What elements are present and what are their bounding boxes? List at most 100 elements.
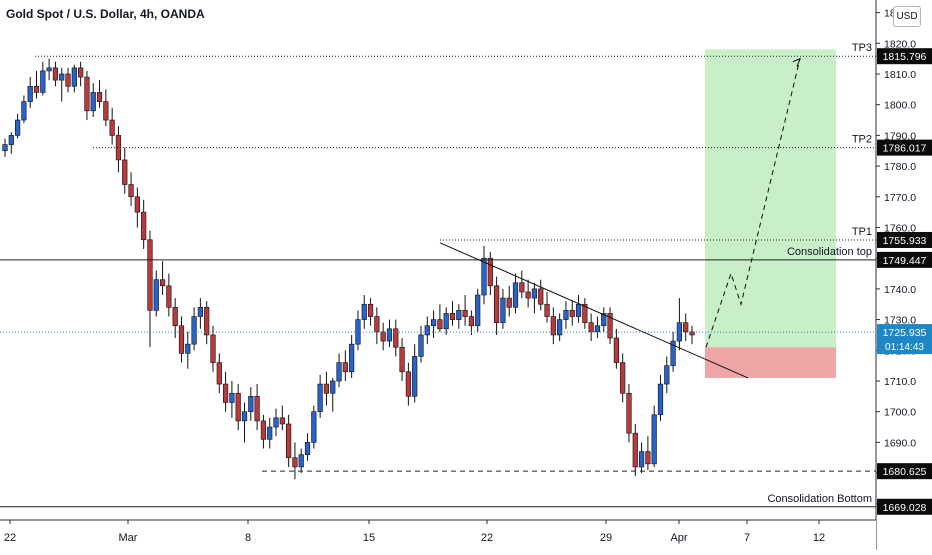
candle: [204, 301, 210, 345]
candle-body: [78, 67, 84, 78]
candle: [96, 80, 103, 108]
candle: [506, 285, 512, 317]
candle: [620, 353, 626, 403]
level-label: TP1: [852, 226, 872, 238]
candle-body: [71, 67, 77, 87]
current-price-label: 1725.935: [883, 327, 927, 339]
time-axis[interactable]: 22 Mar 8 15 22 29 Apr 7 12: [0, 519, 876, 550]
candle-body: [531, 288, 538, 299]
candle-body: [153, 279, 159, 311]
candle-body: [557, 319, 563, 336]
candle-body: [254, 396, 260, 422]
currency-button[interactable]: USD: [893, 6, 921, 27]
candle: [664, 356, 670, 394]
candle-body: [286, 423, 292, 459]
candle-body: [210, 334, 216, 363]
candle-body: [103, 101, 109, 121]
candle-body: [172, 307, 178, 327]
price-tick-label: 1700.0: [884, 407, 916, 419]
price-axis[interactable]: 1670.01680.01690.01700.01710.01720.01730…: [875, 0, 932, 550]
candle: [367, 298, 374, 326]
candle: [443, 307, 449, 335]
candle: [374, 307, 380, 345]
candle: [27, 77, 33, 108]
price-tag-label: 1669.028: [883, 502, 927, 514]
candle: [90, 83, 96, 117]
candle: [544, 291, 550, 323]
candle: [538, 279, 544, 311]
candle: [8, 132, 14, 154]
candle: [613, 328, 619, 369]
candle-body: [380, 331, 386, 342]
projection-path: [705, 58, 801, 348]
candle: [399, 338, 405, 381]
candle-body: [645, 451, 651, 465]
candle-body: [449, 313, 456, 320]
candle: [191, 307, 197, 351]
candle-body: [393, 328, 399, 348]
candle: [134, 187, 140, 228]
candle: [323, 371, 330, 406]
candle: [273, 408, 279, 437]
candle: [109, 107, 115, 145]
candle: [15, 113, 21, 139]
candle: [651, 405, 657, 467]
candle-body: [632, 432, 638, 468]
candle: [468, 310, 475, 335]
current-price-tag: [877, 324, 932, 355]
profit-zone: [705, 49, 836, 348]
price-tag-label: 1680.625: [883, 466, 927, 478]
candle-body: [222, 383, 229, 403]
candle-body: [386, 328, 393, 342]
candle: [670, 331, 676, 372]
candle: [462, 295, 468, 326]
candle: [437, 304, 443, 332]
candle-body: [27, 85, 33, 102]
candle-body: [361, 303, 367, 320]
price-tag: [877, 231, 932, 248]
price-tick-label: 1730.0: [884, 315, 916, 327]
price-tick-label: 1760.0: [884, 222, 916, 234]
candle: [430, 310, 437, 339]
trendline: [439, 242, 749, 379]
candle-body: [399, 346, 405, 373]
candle-body: [235, 392, 241, 422]
candle-body: [229, 392, 235, 403]
candle-body: [260, 420, 267, 440]
candle: [393, 319, 399, 357]
price-tag: [877, 48, 932, 65]
plot-area: [2, 58, 695, 480]
time-tick-label: 22: [4, 532, 16, 544]
candle: [557, 313, 563, 342]
price-tag: [877, 251, 932, 268]
candle-body: [159, 279, 166, 287]
price-tick-label: 1780.0: [884, 161, 916, 173]
candle-body: [582, 303, 588, 323]
candle-body: [683, 322, 689, 333]
candle-body: [330, 380, 336, 394]
candle: [185, 331, 191, 369]
candle: [405, 362, 411, 406]
candle: [311, 405, 317, 449]
candle: [59, 67, 65, 102]
candle-body: [317, 383, 323, 412]
candle: [65, 67, 71, 93]
candle: [550, 307, 556, 345]
candle: [210, 325, 216, 372]
price-tick-label: 1790.0: [884, 130, 916, 142]
candle: [178, 316, 185, 363]
candle: [2, 138, 8, 157]
candle-body: [21, 101, 27, 121]
candle: [500, 288, 506, 329]
candle-body: [430, 319, 437, 327]
candle: [638, 442, 645, 474]
candle: [279, 405, 285, 431]
candle-body: [52, 67, 59, 81]
candle-body: [304, 442, 311, 455]
candle: [122, 147, 128, 194]
candle-body: [437, 319, 443, 330]
price-tag-label: 1815.796: [883, 51, 927, 63]
candle-body: [443, 313, 449, 330]
candle-body: [279, 417, 285, 425]
